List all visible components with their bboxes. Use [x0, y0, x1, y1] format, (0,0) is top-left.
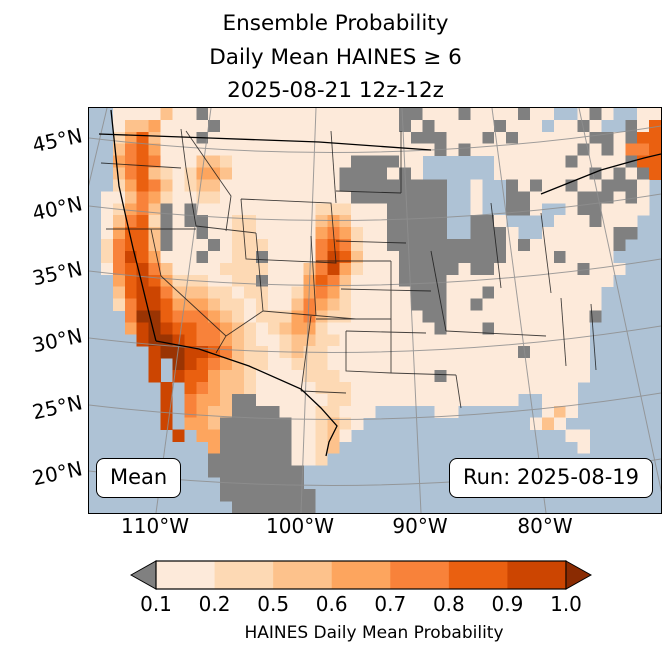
map-panel: Mean Run: 2025-08-19	[88, 107, 662, 514]
map-canvas	[89, 108, 661, 513]
lon-tick-label: 100°W	[266, 514, 334, 538]
colorbar-tick-label: 0.7	[374, 592, 407, 616]
figure-title: Ensemble Probability Daily Mean HAINES ≥…	[0, 7, 671, 108]
title-line-1: Ensemble Probability	[222, 11, 449, 36]
lat-tick-label: 40°N	[30, 191, 85, 226]
colorbar-tick-label: 0.9	[491, 592, 524, 616]
colorbar-over-arrow	[565, 560, 593, 590]
lon-tick-label: 110°W	[121, 514, 189, 538]
colorbar-segment	[331, 561, 391, 589]
lat-tick-label: 25°N	[30, 390, 85, 425]
run-date-label: Run: 2025-08-19	[448, 458, 653, 498]
lat-tick-label: 35°N	[30, 256, 85, 291]
colorbar-tick-label: 0.5	[257, 592, 290, 616]
colorbar	[129, 560, 593, 590]
colorbar-tick-label: 0.1	[140, 592, 172, 616]
probability-raster	[100, 108, 661, 513]
colorbar-segment	[156, 561, 215, 589]
colorbar-tick-label: 1.0	[550, 592, 582, 616]
title-line-3: 2025-08-21 12z-12z	[227, 78, 444, 103]
lon-tick-label: 90°W	[392, 514, 448, 538]
colorbar-tick-label: 0.2	[198, 592, 231, 616]
colorbar-label: HAINES Daily Mean Probability	[244, 623, 504, 643]
colorbar-tick-label: 0.6	[315, 592, 348, 616]
lat-tick-label: 20°N	[30, 456, 85, 491]
colorbar-segment	[390, 561, 450, 589]
colorbar-segment	[273, 561, 333, 589]
colorbar-svg	[129, 560, 593, 590]
colorbar-segment	[214, 561, 274, 589]
state-borders	[100, 128, 597, 409]
lat-tick-label: 30°N	[30, 323, 85, 358]
lon-tick-label: 80°W	[517, 514, 573, 538]
colorbar-under-arrow	[129, 560, 157, 590]
national-borders	[98, 109, 661, 457]
lat-tick-label: 45°N	[30, 123, 85, 158]
colorbar-segment	[507, 561, 567, 589]
colorbar-segment	[448, 561, 508, 589]
title-line-2: Daily Mean HAINES ≥ 6	[209, 44, 462, 70]
ensemble-member-label: Mean	[96, 458, 182, 498]
colorbar-tick-label: 0.8	[432, 592, 465, 616]
